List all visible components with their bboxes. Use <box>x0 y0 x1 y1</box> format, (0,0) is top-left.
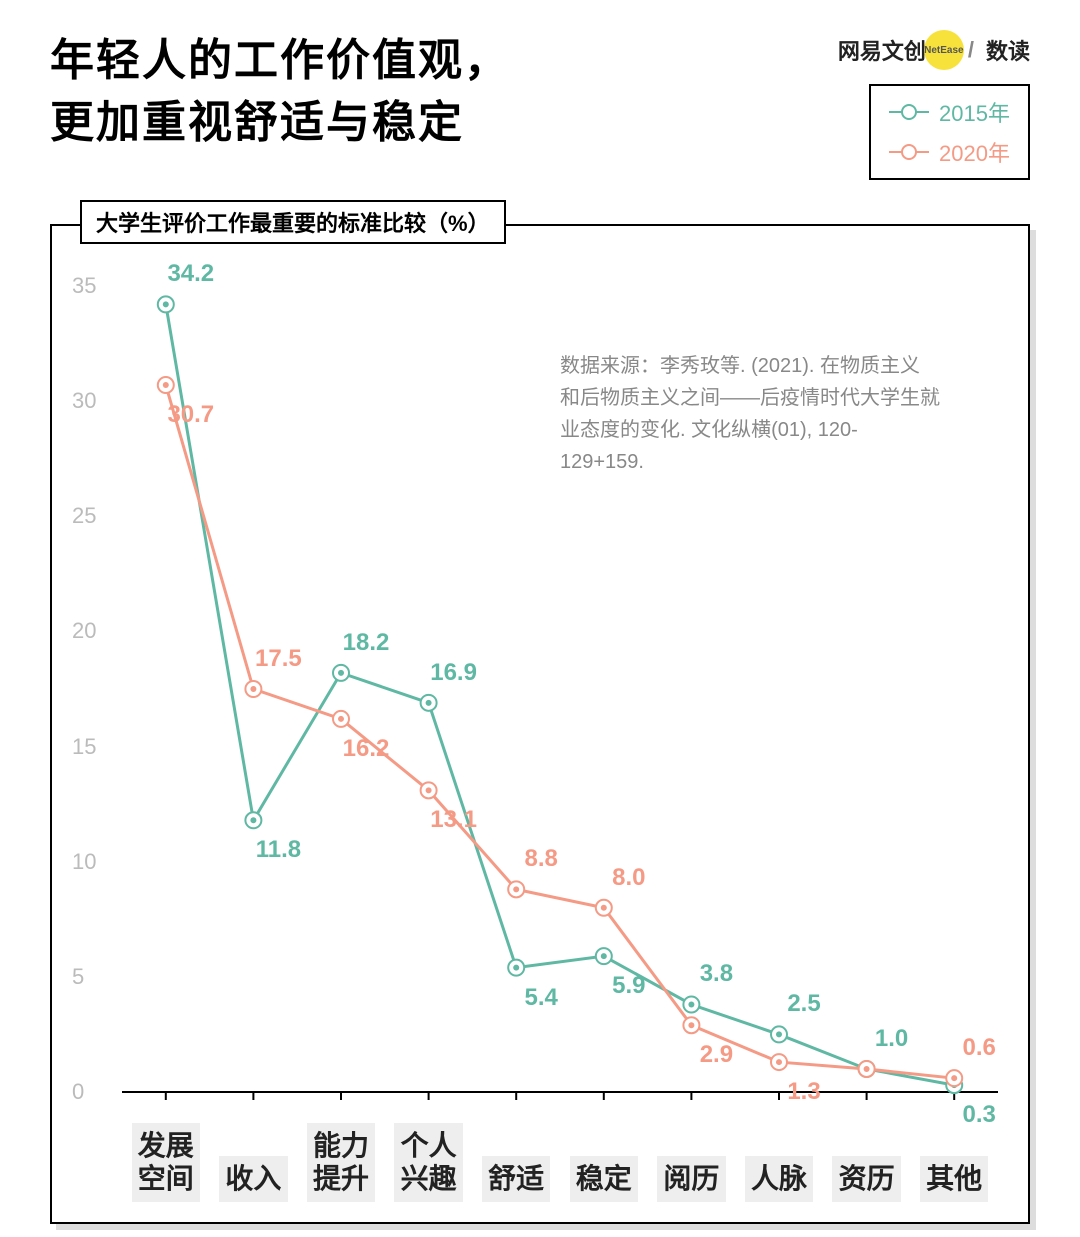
brand-badge: NetEase <box>924 30 964 70</box>
brand-logo: 网易文创 NetEase / 数读 <box>838 30 1030 70</box>
chart-frame: 0510152025303534.211.818.216.95.45.93.82… <box>50 224 1030 1224</box>
legend-marker-2015 <box>889 111 929 113</box>
legend-item-2020: 2020年 <box>889 136 1010 168</box>
data-label-s2020: 2.9 <box>700 1041 733 1069</box>
chart-subtitle: 大学生评价工作最重要的标准比较（%） <box>80 200 506 244</box>
data-label-s2020: 8.8 <box>525 845 558 873</box>
x-label: 个人兴趣 <box>394 1123 462 1202</box>
data-label-s2015: 0.3 <box>963 1101 996 1129</box>
x-label: 稳定 <box>570 1156 638 1202</box>
series-line-s2020 <box>166 385 954 1078</box>
title-line-2: 更加重视舒适与稳定 <box>50 92 510 154</box>
x-label: 其他 <box>920 1156 988 1202</box>
legend-marker-2020 <box>889 151 929 153</box>
data-label-s2020: 16.2 <box>343 735 390 763</box>
title-line-1: 年轻人的工作价值观， <box>50 30 510 92</box>
x-label: 人脉 <box>745 1156 813 1202</box>
data-label-s2015: 3.8 <box>700 960 733 988</box>
data-label-s2020: 17.5 <box>255 645 302 673</box>
legend-item-2015: 2015年 <box>889 96 1010 128</box>
data-label-s2015: 11.8 <box>256 836 301 864</box>
data-label-s2015: 5.4 <box>525 984 558 1012</box>
x-label: 收入 <box>219 1156 287 1202</box>
data-label-s2015: 2.5 <box>787 990 820 1018</box>
data-label-s2015: 1.0 <box>875 1025 908 1053</box>
data-label-s2015: 18.2 <box>343 629 390 657</box>
data-label-s2020: 1.3 <box>787 1078 820 1106</box>
header: 年轻人的工作价值观， 更加重视舒适与稳定 网易文创 NetEase / 数读 2… <box>50 30 1030 180</box>
data-label-s2020: 13.1 <box>430 806 477 834</box>
x-label: 资历 <box>832 1156 900 1202</box>
data-label-s2020: 0.6 <box>963 1034 996 1062</box>
data-label-s2020: 8.0 <box>612 864 645 892</box>
data-label-s2015: 16.9 <box>430 659 477 687</box>
data-label-s2015: 34.2 <box>167 260 214 288</box>
data-label-s2015: 5.9 <box>612 972 645 1000</box>
brand-right: 数读 <box>986 34 1030 66</box>
legend-label-2020: 2020年 <box>939 136 1010 168</box>
source-citation: 数据来源：李秀玫等. (2021). 在物质主义和后物质主义之间——后疫情时代大… <box>560 350 940 478</box>
x-label: 发展空间 <box>132 1123 200 1202</box>
brand-left: 网易文创 <box>838 34 926 66</box>
main-title: 年轻人的工作价值观， 更加重视舒适与稳定 <box>50 30 510 153</box>
legend-label-2015: 2015年 <box>939 96 1010 128</box>
legend: 2015年 2020年 <box>869 84 1030 180</box>
header-right: 网易文创 NetEase / 数读 2015年 2020年 <box>838 30 1030 180</box>
x-label: 舒适 <box>482 1156 550 1202</box>
data-label-s2020: 30.7 <box>167 401 214 429</box>
x-label: 能力提升 <box>307 1123 375 1202</box>
x-label: 阅历 <box>657 1156 725 1202</box>
chart-plot: 0510152025303534.211.818.216.95.45.93.82… <box>72 266 1008 1202</box>
brand-sep: / <box>968 37 974 63</box>
